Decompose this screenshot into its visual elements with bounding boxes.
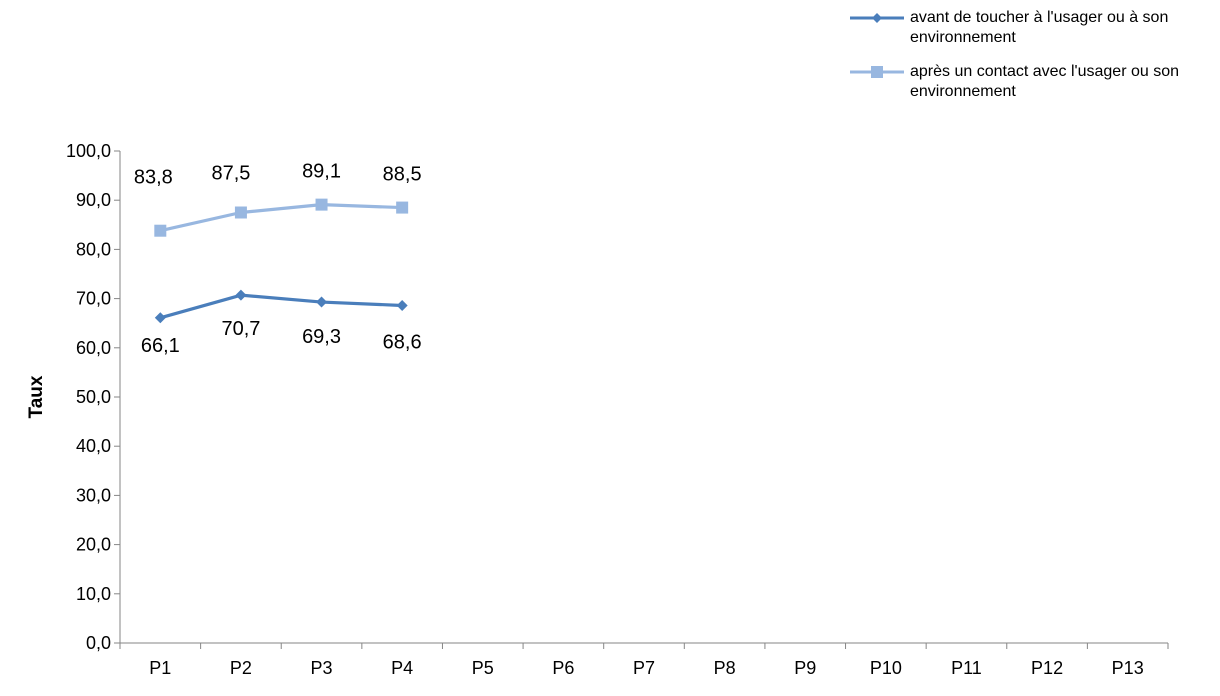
y-tick-label: 60,0	[76, 338, 111, 358]
y-tick-label: 80,0	[76, 239, 111, 259]
y-axis-title: Taux	[26, 375, 47, 418]
data-point	[396, 299, 408, 311]
x-tick-label: P12	[1031, 658, 1063, 678]
y-tick-label: 90,0	[76, 190, 111, 210]
x-tick-label: P5	[472, 658, 494, 678]
legend-swatch-series-1	[850, 13, 904, 23]
data-label: 83,8	[134, 167, 173, 189]
legend-label-series-1: avant de toucher à l'usager ou à son env…	[910, 9, 1169, 46]
y-tick-label: 30,0	[76, 485, 111, 505]
data-label: 68,6	[383, 331, 422, 353]
y-tick-label: 50,0	[76, 387, 111, 407]
x-tick-label: P2	[230, 658, 252, 678]
y-axis-ticks: 0,0 10,0 20,0 30,0 40,0 50,0 60,0 70,0 80,0 90,0 1…	[66, 141, 120, 653]
x-tick-label: P3	[311, 658, 333, 678]
y-tick-label: 40,0	[76, 436, 111, 456]
legend-square-marker	[871, 66, 883, 78]
x-tick-label: P1	[149, 658, 171, 678]
data-point	[316, 296, 328, 308]
data-label: 69,3	[302, 326, 341, 348]
series-layer: 66,1 70,7 69,3 68,6 83,8 87,5 89,1 88,5	[134, 161, 422, 357]
legend-diamond-marker	[872, 13, 882, 23]
data-point	[396, 201, 409, 214]
x-tick-label: P13	[1112, 658, 1144, 678]
y-tick-label: 70,0	[76, 289, 111, 309]
data-point	[154, 224, 167, 237]
y-tick-label: 0,0	[86, 633, 111, 653]
data-point	[234, 206, 247, 219]
data-label: 89,1	[302, 161, 341, 183]
legend-label-series-2: après un contact avec l'usager ou son en…	[910, 63, 1179, 100]
data-label: 66,1	[141, 335, 180, 357]
x-tick-label: P7	[633, 658, 655, 678]
x-tick-label: P9	[794, 658, 816, 678]
data-label: 70,7	[221, 318, 260, 340]
legend-item-series-2: après un contact avec l'usager ou son en…	[848, 62, 1218, 102]
data-point	[154, 312, 166, 324]
legend: avant de toucher à l'usager ou à son env…	[848, 8, 1218, 116]
x-axis-ticks: P1 P2 P3 P4 P5 P6 P7 P8 P9 P10 P11 P12 P13	[119, 643, 1169, 678]
series-line	[159, 293, 403, 320]
legend-item-series-1: avant de toucher à l'usager ou à son env…	[848, 8, 1218, 48]
y-tick-label: 10,0	[76, 584, 111, 604]
y-tick-label: 100,0	[66, 141, 111, 161]
data-label: 88,5	[383, 164, 422, 186]
legend-swatch-series-2	[850, 66, 904, 78]
x-tick-label: P8	[714, 658, 736, 678]
data-point	[235, 289, 247, 301]
series-1: 66,1 70,7 69,3 68,6	[141, 289, 422, 357]
series-line	[159, 203, 403, 233]
x-tick-label: P10	[870, 658, 902, 678]
x-tick-label: P11	[951, 658, 982, 678]
series-2: 83,8 87,5 89,1 88,5	[134, 161, 422, 237]
x-tick-label: P4	[391, 658, 413, 678]
data-point	[315, 198, 328, 211]
y-tick-label: 20,0	[76, 535, 111, 555]
data-label: 87,5	[211, 163, 250, 185]
x-tick-label: P6	[552, 658, 574, 678]
